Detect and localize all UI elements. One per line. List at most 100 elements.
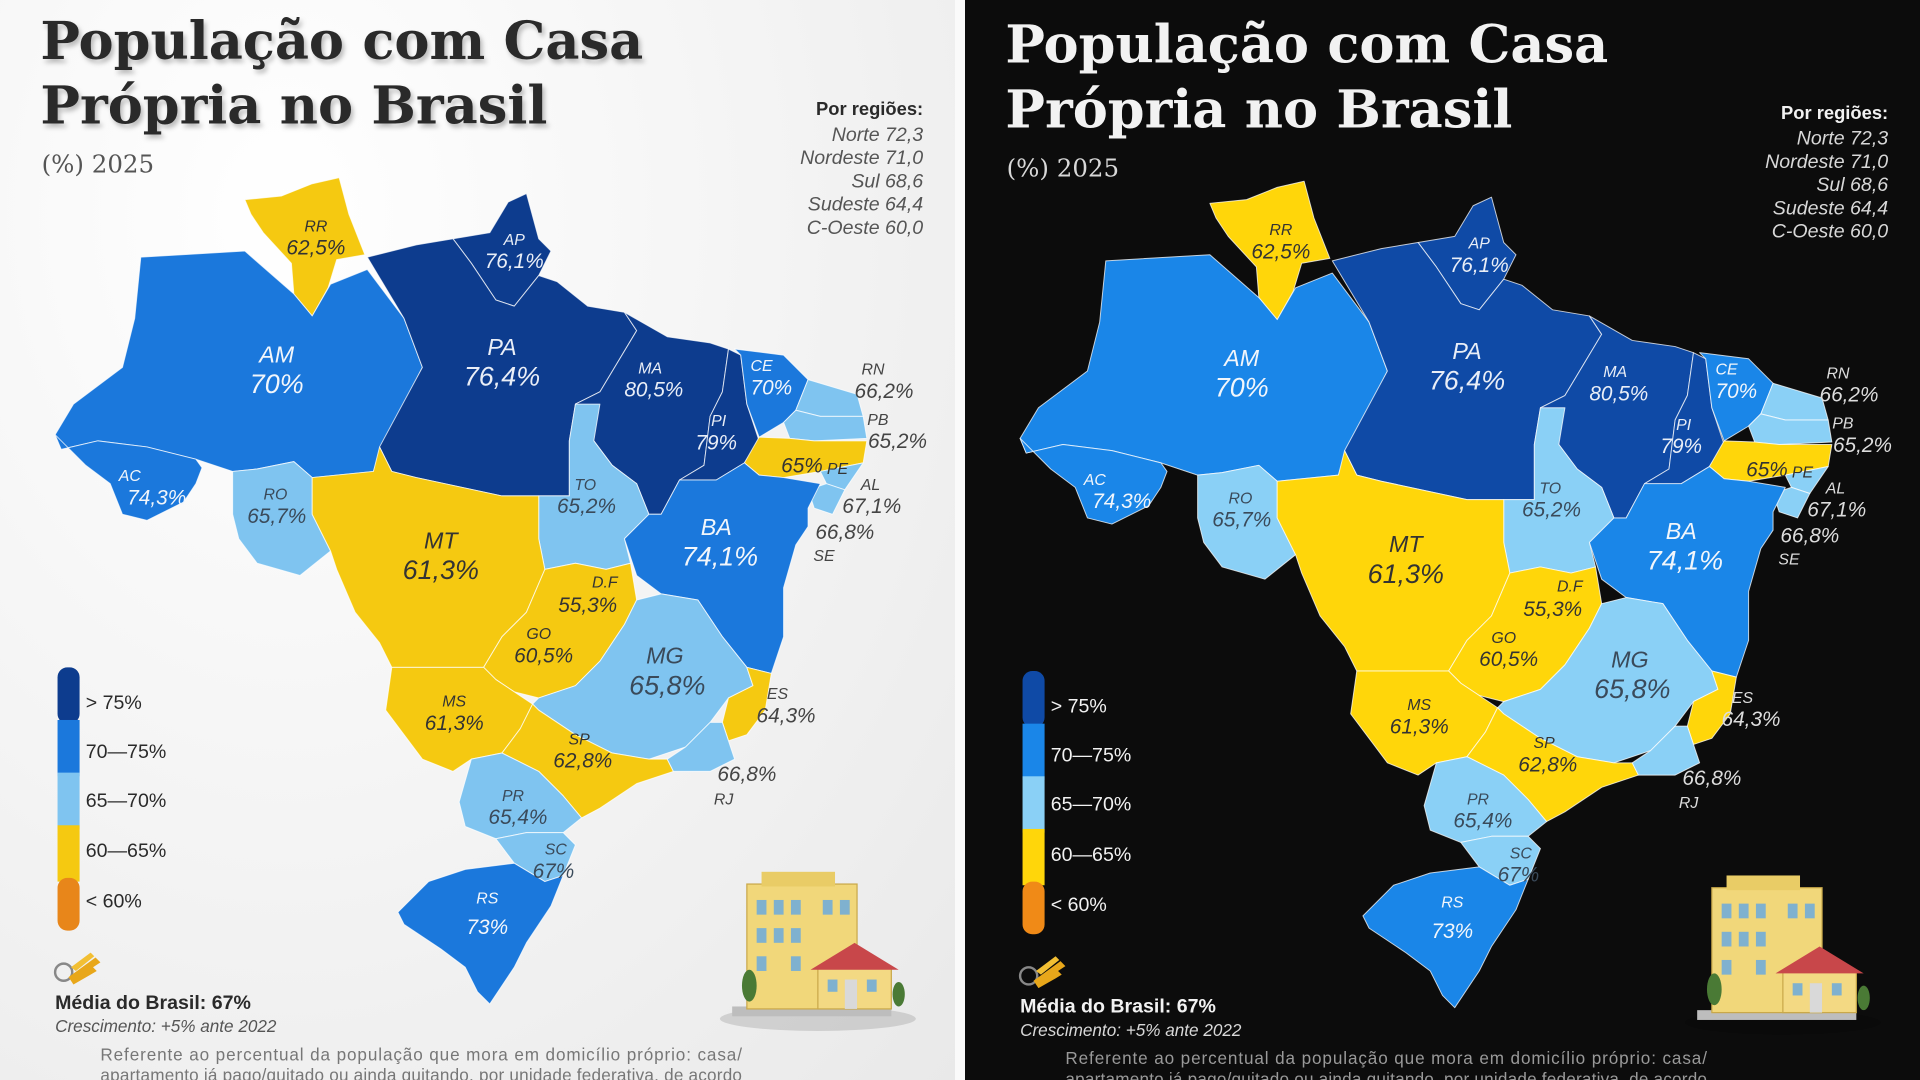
state-abbr-pa: PA (1452, 338, 1481, 364)
state-value-pi: 79% (1660, 435, 1702, 458)
state-value-ap: 76,1% (485, 250, 544, 273)
state-abbr-se: SE (813, 548, 835, 565)
subtitle: (%) 2025 (42, 150, 154, 179)
state-rr (1209, 180, 1331, 321)
legend-label-below-60: < 60% (86, 890, 142, 912)
state-abbr-al: AL (1825, 480, 1845, 497)
state-value-pb: 65,2% (868, 430, 927, 453)
state-abbr-mt: MT (424, 528, 459, 554)
state-abbr-ce: CE (1715, 362, 1737, 379)
state-abbr-ap: AP (1468, 236, 1491, 253)
state-abbr-rr: RR (1269, 222, 1292, 239)
regions-heading: Por regiões: (816, 98, 923, 119)
title-line-2: Própria no Brasil (40, 76, 547, 137)
legend-swatch-60-65 (57, 825, 80, 882)
growth-note: Crescimento: +5% ante 2022 (1020, 1020, 1242, 1040)
state-rs (1362, 866, 1529, 1009)
state-abbr-ac: AC (1083, 472, 1107, 489)
state-value-pr: 65,4% (1453, 810, 1512, 833)
state-value-ms: 61,3% (425, 712, 484, 735)
region-nordeste: Nordeste 71,0 (800, 147, 923, 169)
state-value-ba: 74,1% (682, 542, 758, 572)
state-rr (244, 177, 366, 317)
state-value-pe: 65% (781, 455, 823, 478)
legend-swatch-below-60 (1022, 881, 1045, 935)
state-abbr-am: AM (1222, 345, 1260, 371)
state-value-rn: 66,2% (855, 380, 914, 403)
brazil-map (54, 177, 868, 1005)
state-abbr-mt: MT (1389, 531, 1424, 557)
state-abbr-ba: BA (1666, 518, 1697, 544)
region-sudeste: Sudeste 64,4 (808, 194, 923, 216)
title-line-1: População com Casa (40, 11, 643, 72)
legend-label-60-65: 60—65% (1051, 844, 1132, 866)
state-value-pi: 79% (695, 431, 737, 454)
state-value-se: 66,8% (1780, 524, 1839, 547)
state-value-ap: 76,1% (1450, 254, 1509, 277)
state-value-df: 55,3% (558, 594, 617, 617)
state-abbr-ap: AP (503, 232, 526, 249)
state-abbr-es: ES (1732, 690, 1754, 707)
state-value-pr: 65,4% (488, 806, 547, 829)
state-abbr-mg: MG (646, 643, 683, 669)
region-nordeste: Nordeste 71,0 (1765, 151, 1888, 173)
state-value-rs: 73% (1431, 920, 1473, 943)
state-value-rn: 66,2% (1820, 384, 1879, 407)
state-value-ac: 74,3% (1092, 490, 1151, 513)
keys-icon (1018, 956, 1066, 989)
state-se (1772, 486, 1811, 519)
state-value-rs: 73% (466, 916, 508, 939)
footnote-line-2: apartamento já pago/quitado ou ainda qui… (1065, 1069, 1707, 1080)
state-value-mg: 65,8% (1594, 674, 1670, 704)
state-rn (1760, 382, 1829, 421)
regions-heading: Por regiões: (1781, 102, 1888, 123)
state-value-ce: 70% (1716, 380, 1758, 403)
infographic-dark-version: População com Casa Própria no Brasil (%)… (965, 0, 1920, 1080)
state-value-rj: 66,8% (717, 763, 776, 786)
title-line-2: Própria no Brasil (1005, 79, 1512, 140)
state-abbr-pr: PR (1467, 791, 1489, 808)
state-value-ro: 65,7% (247, 505, 306, 528)
state-value-ac: 74,3% (127, 486, 186, 509)
state-value-es: 64,3% (757, 704, 816, 727)
state-value-sp: 62,8% (553, 750, 612, 773)
state-ba (623, 462, 821, 674)
state-value-mg: 65,8% (629, 670, 705, 700)
state-abbr-to: TO (574, 477, 596, 494)
region-centro-oeste: C-Oeste 60,0 (807, 217, 924, 239)
state-value-sc: 67% (1498, 864, 1540, 887)
state-value-pa: 76,4% (1429, 365, 1505, 395)
state-abbr-pi: PI (1676, 417, 1692, 434)
state-abbr-am: AM (257, 341, 295, 367)
state-abbr-to: TO (1539, 480, 1561, 497)
state-rn (795, 379, 864, 417)
keys-icon (53, 952, 101, 985)
state-value-ma: 80,5% (1589, 382, 1648, 405)
state-abbr-sc: SC (545, 842, 568, 859)
state-value-al: 67,1% (842, 495, 901, 518)
state-abbr-rn: RN (861, 362, 884, 379)
state-value-se: 66,8% (815, 521, 874, 544)
state-rj (666, 721, 736, 772)
state-value-rr: 62,5% (286, 237, 345, 260)
state-value-ro: 65,7% (1212, 509, 1271, 532)
title-line-1: População com Casa (1005, 14, 1608, 75)
brazil-average: Média do Brasil: 67% (55, 992, 251, 1014)
state-value-to: 65,2% (557, 495, 616, 518)
legend-swatch-65-70 (57, 772, 80, 829)
state-abbr-pr: PR (502, 788, 524, 805)
state-ac (1019, 437, 1168, 525)
state-value-to: 65,2% (1522, 499, 1581, 522)
state-abbr-go: GO (526, 626, 551, 643)
infographic-light-version: População com Casa Própria no Brasil (%)… (0, 0, 955, 1080)
state-value-al: 67,1% (1807, 499, 1866, 522)
state-abbr-pb: PB (867, 412, 889, 429)
legend-label-65-70: 65—70% (86, 790, 167, 812)
state-rj (1631, 725, 1701, 776)
state-abbr-ma: MA (638, 360, 662, 377)
legend-label-above-75: > 75% (86, 692, 142, 714)
state-abbr-df: D.F (592, 575, 619, 592)
state-abbr-pb: PB (1832, 416, 1854, 433)
state-abbr-rj: RJ (1679, 795, 1699, 812)
